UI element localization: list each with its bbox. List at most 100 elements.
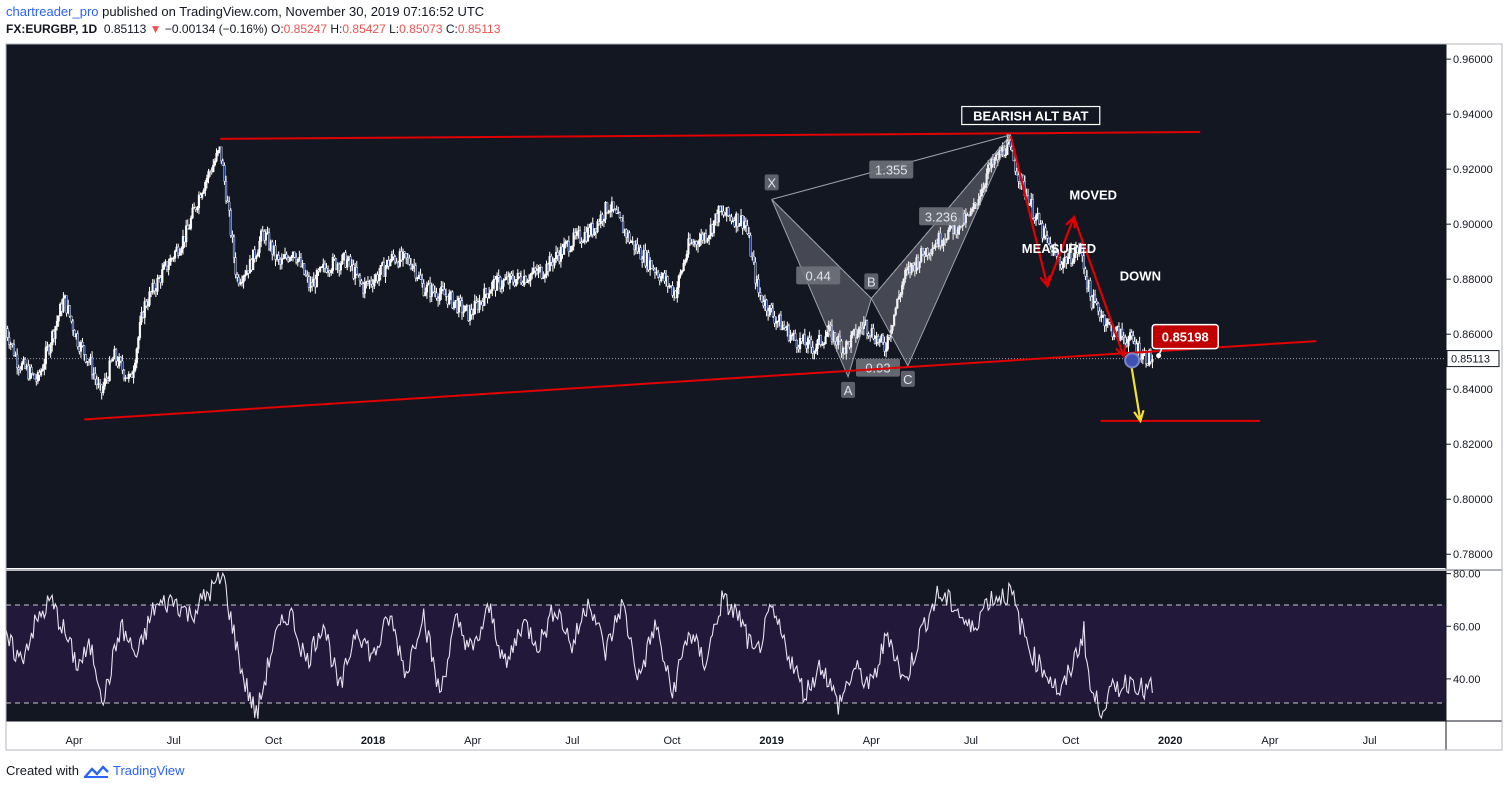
pattern-point-bg: [864, 273, 879, 290]
price-tick-label: 0.88000: [1453, 274, 1493, 286]
candle-body: [736, 213, 739, 227]
candle-body: [676, 287, 679, 298]
author-link[interactable]: chartreader_pro: [6, 4, 99, 19]
candle-body: [872, 328, 875, 340]
candle-body: [1133, 341, 1136, 345]
candle-body: [20, 362, 24, 370]
candle-body: [49, 344, 52, 354]
ohlc-line: FX:EURGBP, 1D 0.85113 ▼ −0.00134 (−0.16%…: [6, 22, 500, 36]
time-tick-label: Oct: [663, 735, 680, 747]
price-callout-anchor: [1156, 353, 1162, 359]
candle-body: [515, 279, 518, 286]
candle-body: [84, 354, 87, 363]
candle-body: [403, 251, 406, 254]
time-tick-label: Apr: [863, 735, 880, 747]
candle-body: [894, 307, 897, 315]
candle-body: [534, 267, 537, 271]
candle-body: [806, 337, 810, 349]
candle-body: [719, 206, 722, 212]
candle-body: [757, 279, 760, 293]
candle-body: [306, 275, 309, 277]
candle-body: [197, 194, 201, 208]
pattern-point-label: C: [903, 372, 912, 387]
candle-body: [304, 274, 307, 276]
candle-body: [666, 276, 669, 287]
candle-body: [393, 256, 397, 263]
candle-body: [687, 238, 690, 255]
candle-body: [441, 286, 444, 290]
candle-body: [849, 335, 853, 348]
candle-body: [845, 341, 848, 354]
pattern-ratio-bg: [919, 207, 964, 226]
candle-body: [508, 273, 511, 284]
candle-body: [216, 150, 220, 154]
candle-body: [242, 276, 245, 283]
candle-body: [1081, 244, 1084, 257]
candle-body: [55, 321, 59, 327]
candle-body: [111, 358, 114, 362]
candle-body: [76, 333, 79, 347]
price-series: [6, 132, 1446, 400]
candle-body: [44, 347, 47, 365]
candle-body: [569, 250, 572, 252]
candle-body: [628, 232, 631, 243]
candle-body: [1046, 235, 1049, 239]
candle-body: [814, 348, 818, 352]
target-circle: [1124, 352, 1141, 369]
price-tick-label: 0.78000: [1453, 549, 1493, 561]
candle-body: [1017, 174, 1020, 182]
candle-body: [237, 277, 240, 285]
candle-body: [229, 210, 232, 236]
candle-body: [185, 225, 188, 243]
change-value: −0.00134 (−0.16%): [164, 22, 268, 36]
candle-body: [905, 268, 908, 271]
candle-body: [575, 231, 578, 236]
candle-body: [511, 275, 515, 283]
candle-body: [153, 283, 156, 291]
candle-body: [1093, 294, 1097, 302]
price-scale-bg[interactable]: [1446, 44, 1502, 721]
candle-body: [1054, 248, 1057, 252]
candle-body: [856, 333, 859, 338]
candle-body: [43, 363, 46, 370]
candle-body: [180, 248, 183, 253]
candle-body: [188, 228, 191, 230]
candle-body: [349, 256, 352, 267]
candle-body: [738, 223, 741, 227]
candle-body: [826, 331, 829, 337]
pattern-ratio-bg: [796, 266, 841, 285]
candle-body: [341, 254, 344, 265]
candle-body: [390, 253, 393, 261]
candle-body: [370, 280, 373, 285]
candle-body: [205, 178, 209, 183]
candle-body: [296, 258, 299, 263]
candle-body: [728, 215, 731, 218]
time-tick-label: Apr: [66, 735, 83, 747]
candle-body: [293, 251, 296, 258]
candle-body: [834, 332, 837, 342]
last-price-tag: [1446, 350, 1500, 368]
candle-body: [435, 292, 438, 299]
candle-body: [389, 260, 392, 267]
down-triangle-icon: ▼: [149, 22, 162, 36]
candle-body: [438, 293, 441, 301]
candle-body: [747, 233, 751, 236]
candle-body: [816, 339, 819, 349]
candle-body: [339, 263, 342, 271]
candle-body: [615, 209, 618, 214]
candle-body: [143, 301, 146, 318]
candle-body: [1073, 252, 1076, 262]
symbol-label[interactable]: FX:EURGBP, 1D: [6, 22, 98, 36]
candle-body: [253, 249, 256, 259]
candle-body: [212, 164, 215, 172]
candle-body: [526, 280, 529, 283]
candle-body: [288, 257, 291, 262]
tradingview-brand[interactable]: TradingView: [112, 763, 185, 778]
candle-body: [108, 360, 111, 381]
candle-body: [201, 193, 204, 198]
candle-body: [1132, 335, 1135, 342]
candle-body: [582, 241, 585, 243]
price-tick-label: 0.90000: [1453, 219, 1493, 231]
